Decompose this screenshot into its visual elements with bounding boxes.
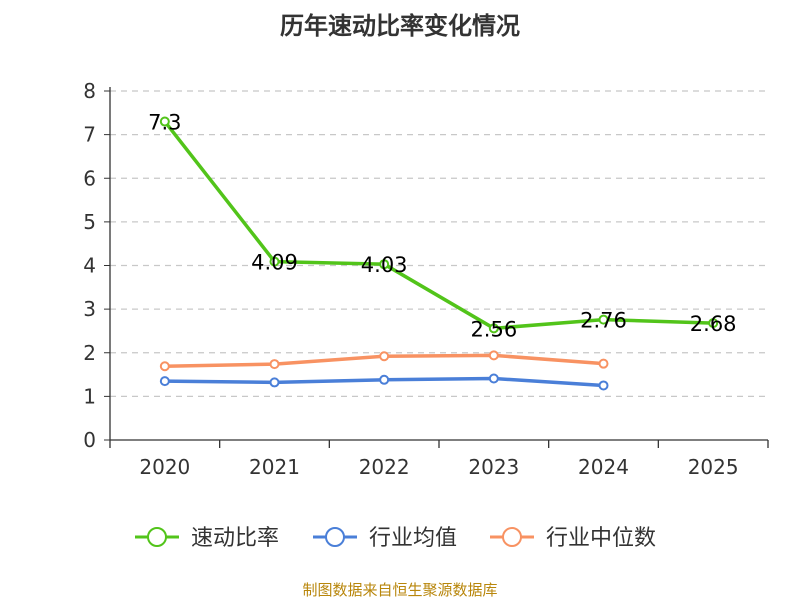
point-0-2021 <box>269 256 280 267</box>
y-tick-label-2: 2 <box>83 341 96 365</box>
point-0-2023 <box>488 323 499 334</box>
x-axis-ticks: 2020 2021 2022 2023 2024 2025 <box>139 455 738 479</box>
point-2-2020 <box>159 361 170 372</box>
point-0-2024 <box>598 314 609 325</box>
y-axis-ticks: 0 1 2 3 4 5 6 7 8 <box>83 79 96 452</box>
series-group <box>159 116 719 391</box>
point-2-2022 <box>379 351 390 362</box>
legend-label-1: 行业均值 <box>369 526 457 551</box>
y-tick-label-6: 6 <box>83 166 96 190</box>
series-line-0 <box>163 119 715 331</box>
data-label-2021: 4.09 <box>251 251 298 275</box>
point-1-2022 <box>379 374 390 385</box>
y-tick-label-7: 7 <box>83 123 96 147</box>
x-tick-label-2021: 2021 <box>249 455 300 479</box>
point-0-2020 <box>159 116 170 127</box>
gridlines <box>110 90 768 398</box>
data-label-2024: 2.76 <box>580 309 627 333</box>
legend-marker-2 <box>502 527 522 547</box>
y-tick-label-0: 0 <box>83 428 96 452</box>
point-1-2021 <box>269 377 280 388</box>
x-tick-label-2023: 2023 <box>468 455 519 479</box>
legend-marker-0 <box>147 527 167 547</box>
legend-label-2: 行业中位数 <box>546 526 656 551</box>
point-2-2024 <box>598 358 609 369</box>
x-tick-label-2022: 2022 <box>359 455 410 479</box>
x-tick-label-2024: 2024 <box>578 455 629 479</box>
source-note: 制图数据来自恒生聚源数据库 <box>302 581 497 599</box>
data-label-2020: 7.3 <box>148 111 181 135</box>
point-0-2025 <box>708 318 719 329</box>
point-0-2022 <box>379 259 390 270</box>
y-tick-label-3: 3 <box>83 297 96 321</box>
y-tick-label-5: 5 <box>83 210 96 234</box>
data-label-2023: 2.56 <box>470 317 517 341</box>
point-1-2023 <box>488 373 499 384</box>
point-2-2023 <box>488 350 499 361</box>
legend-label-0: 速动比率 <box>191 526 279 551</box>
legend-marker-1 <box>325 527 345 547</box>
chart-title: 历年速动比率变化情况 <box>280 12 520 40</box>
data-label-2025: 2.68 <box>690 312 737 336</box>
point-1-2020 <box>159 376 170 387</box>
axes <box>104 87 769 448</box>
y-tick-label-1: 1 <box>83 384 96 408</box>
y-tick-label-4: 4 <box>83 254 96 278</box>
x-tick-label-2025: 2025 <box>688 455 739 479</box>
point-1-2024 <box>598 380 609 391</box>
point-2-2021 <box>269 359 280 370</box>
x-tick-label-2020: 2020 <box>139 455 190 479</box>
legend: 速动比率 行业均值 行业中位数 <box>135 526 656 551</box>
data-labels: 7.3 4.09 4.03 2.56 2.76 2.68 <box>148 111 736 342</box>
data-label-2022: 4.03 <box>361 253 408 277</box>
y-tick-label-8: 8 <box>83 79 96 103</box>
